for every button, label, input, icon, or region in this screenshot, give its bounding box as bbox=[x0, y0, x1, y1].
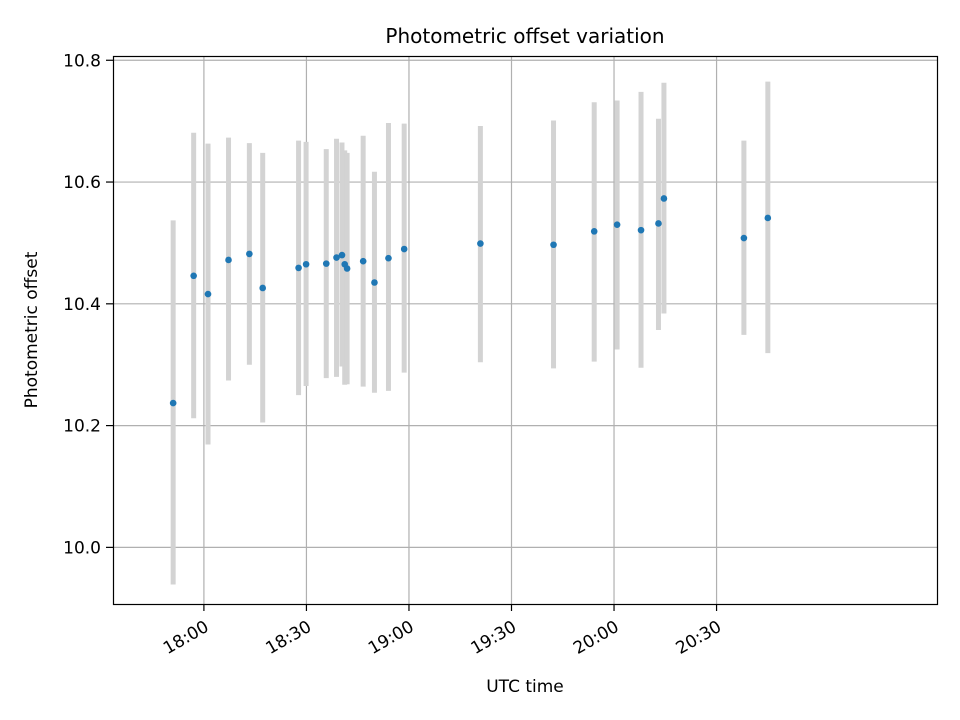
data-point bbox=[637, 226, 645, 234]
data-point bbox=[359, 257, 367, 265]
data-point bbox=[740, 234, 748, 242]
data-point bbox=[204, 290, 212, 298]
data-point bbox=[322, 260, 330, 267]
y-tick-label: 10.2 bbox=[63, 417, 101, 437]
data-point bbox=[590, 228, 598, 235]
data-point bbox=[371, 279, 378, 286]
y-tick-label: 10.4 bbox=[63, 295, 101, 315]
chart-title: Photometric offset variation bbox=[385, 24, 664, 48]
data-point bbox=[169, 399, 177, 407]
data-point bbox=[385, 254, 392, 262]
x-tick-label: 20:00 bbox=[570, 617, 622, 659]
data-point bbox=[259, 284, 266, 292]
x-tick-label: 18:30 bbox=[263, 617, 315, 659]
data-point bbox=[246, 250, 253, 258]
y-axis: 10.0 10.2 10.4 10.6 10.8 bbox=[63, 51, 113, 558]
plot-frame bbox=[112, 55, 939, 606]
data-point bbox=[655, 220, 662, 227]
error-bars bbox=[170, 81, 771, 585]
data-point bbox=[190, 272, 197, 280]
data-point bbox=[343, 265, 351, 272]
data-point bbox=[302, 260, 310, 268]
data-point bbox=[613, 221, 621, 228]
y-tick-label: 10.8 bbox=[63, 51, 101, 71]
x-tick-label: 19:00 bbox=[365, 617, 417, 659]
data-points bbox=[169, 195, 772, 407]
data-point bbox=[764, 214, 772, 222]
data-point bbox=[225, 256, 232, 264]
data-point bbox=[400, 245, 408, 253]
y-tick-label: 10.0 bbox=[63, 538, 101, 558]
data-point bbox=[295, 264, 302, 272]
x-tick-label: 18:00 bbox=[160, 617, 212, 659]
x-axis-label: UTC time bbox=[486, 677, 564, 697]
data-point bbox=[338, 251, 346, 259]
x-tick-label: 19:30 bbox=[468, 617, 520, 659]
y-tick-label: 10.6 bbox=[63, 173, 101, 193]
data-point bbox=[550, 241, 557, 249]
x-tick-label: 20:30 bbox=[673, 617, 725, 659]
grid bbox=[113, 56, 937, 604]
x-axis: 18:00 18:30 19:00 19:30 20:00 20:30 bbox=[160, 604, 725, 659]
data-point bbox=[333, 254, 340, 261]
data-point bbox=[477, 240, 484, 247]
y-axis-label: Photometric offset bbox=[22, 251, 42, 408]
data-point bbox=[660, 195, 668, 202]
